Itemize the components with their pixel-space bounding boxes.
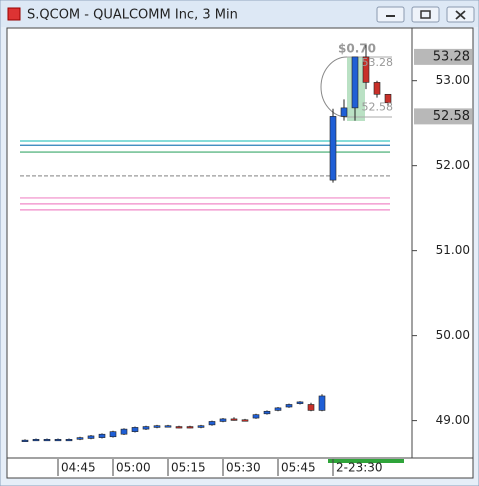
candle-body — [362, 56, 370, 83]
x-tick-label: 04:45 — [61, 461, 96, 475]
candle-body — [296, 401, 304, 404]
x-tick-label: 05:45 — [281, 461, 316, 475]
candle-body — [43, 439, 51, 442]
price-marker-label: 53.28 — [433, 49, 470, 64]
y-tick-label: 52.00 — [436, 158, 470, 172]
candle-body — [307, 404, 315, 411]
y-tick-label: 49.00 — [436, 413, 470, 427]
candle-body — [76, 437, 84, 440]
candle-body — [340, 107, 348, 117]
candle-body — [329, 116, 337, 181]
candle-body — [263, 410, 271, 415]
session-marker — [328, 459, 404, 463]
app-icon — [7, 7, 21, 21]
price-marker — [414, 108, 472, 125]
candle-body — [153, 425, 161, 428]
candle-body — [230, 418, 238, 421]
candle-body — [373, 82, 381, 95]
x-tick-label: 05:15 — [171, 461, 206, 475]
minimize-button[interactable] — [376, 6, 405, 23]
candle-body — [21, 439, 29, 442]
candle-body — [252, 414, 260, 419]
candle-body — [384, 93, 392, 104]
candle-body — [351, 56, 359, 109]
y-tick-label: 50.00 — [436, 328, 470, 342]
candle-body — [241, 419, 249, 422]
candle-body — [65, 439, 73, 442]
x-tick-label: 05:00 — [116, 461, 151, 475]
candle-body — [274, 407, 282, 411]
maximize-button[interactable] — [411, 6, 440, 23]
candle-body — [186, 426, 194, 429]
candle-body — [131, 427, 139, 432]
price-marker-label: 52.58 — [433, 109, 470, 124]
candle-body — [87, 435, 95, 439]
candle-body — [208, 421, 216, 426]
chart-price-label: 52.58 — [362, 100, 394, 113]
y-tick-label: 53.00 — [436, 73, 470, 87]
close-icon — [455, 10, 466, 20]
candle-body — [120, 428, 128, 435]
x-tick-label: 05:30 — [226, 461, 261, 475]
candle-body — [164, 425, 172, 428]
chart-area — [6, 27, 474, 479]
candle-body — [285, 404, 293, 408]
window-title: S.QCOM - QUALCOMM Inc, 3 Min — [27, 8, 238, 23]
candle-body — [54, 439, 62, 442]
price-marker — [414, 48, 472, 65]
candle-body — [142, 426, 150, 430]
candle-body — [175, 426, 183, 429]
candle-body — [98, 433, 106, 438]
candle-body — [197, 425, 205, 428]
candle-body — [109, 431, 117, 438]
range-arc — [320, 56, 348, 118]
chart-price-label: 53.28 — [362, 56, 394, 69]
x-tick-label: 2-23:30 — [336, 461, 383, 475]
candle-body — [318, 395, 326, 411]
maximize-icon — [420, 10, 431, 19]
range-label: $0.70 — [338, 42, 376, 56]
candle-body — [32, 439, 40, 442]
candle-body — [219, 418, 227, 422]
y-tick-label: 51.00 — [436, 243, 470, 257]
